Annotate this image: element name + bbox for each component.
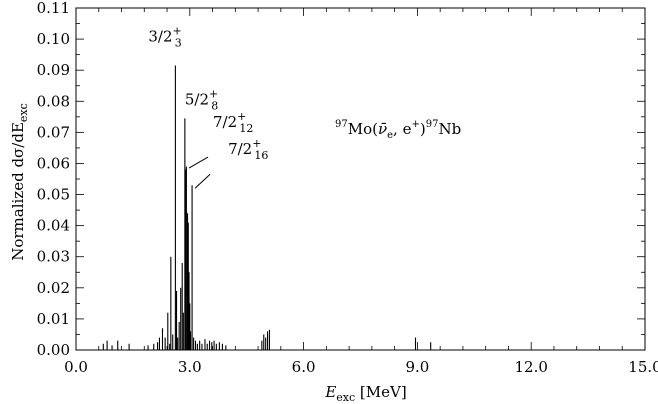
y-tick-label: 0.04 [37, 217, 70, 235]
x-tick-label: 6.0 [292, 358, 316, 376]
x-axis-label: Eexc [MeV] [324, 383, 406, 404]
peak-label: 7/2+ 12 [213, 110, 253, 135]
plot-frame [75, 7, 646, 351]
x-tick-label: 12.0 [514, 358, 547, 376]
axis-ticks [75, 7, 646, 351]
peak-annotations: 3/2+ 3 5/2+ 87/2+ 127/2+ 16 [148, 25, 268, 189]
y-tick-label: 0.10 [37, 30, 70, 48]
reaction-label: 97Mo(ν̄e, e+)97Nb [335, 119, 461, 141]
y-axis-label: Normalized dσ/dEexc [9, 103, 30, 261]
tick-labels: 0.0 3.0 6.0 9.0 12.0 15.0 0.00 0.01 0.02 0.03 0.04… [37, 0, 658, 376]
y-tick-label: 0.02 [37, 279, 70, 297]
y-tick-label: 0.06 [37, 154, 70, 172]
y-tick-label: 0.11 [37, 0, 70, 17]
peak-label: 5/2+ 8 [185, 87, 218, 112]
peak-label: 7/2+ 16 [228, 137, 268, 162]
spectrum-lines [102, 65, 432, 350]
y-tick-label: 0.05 [37, 186, 70, 204]
peak-label: 3/2+ 3 [148, 25, 181, 50]
x-tick-label: 9.0 [405, 358, 429, 376]
peak-leader-line [188, 156, 209, 169]
y-tick-label: 0.01 [37, 310, 70, 328]
y-tick-label: 0.08 [37, 92, 70, 110]
y-tick-label: 0.00 [37, 341, 70, 359]
x-tick-label: 0.0 [64, 358, 88, 376]
peak-leader-line [194, 173, 211, 189]
y-tick-label: 0.03 [37, 248, 70, 266]
x-tick-label: 15.0 [628, 358, 658, 376]
y-tick-label: 0.07 [37, 123, 70, 141]
y-tick-label: 0.09 [37, 61, 70, 79]
x-tick-label: 3.0 [178, 358, 202, 376]
